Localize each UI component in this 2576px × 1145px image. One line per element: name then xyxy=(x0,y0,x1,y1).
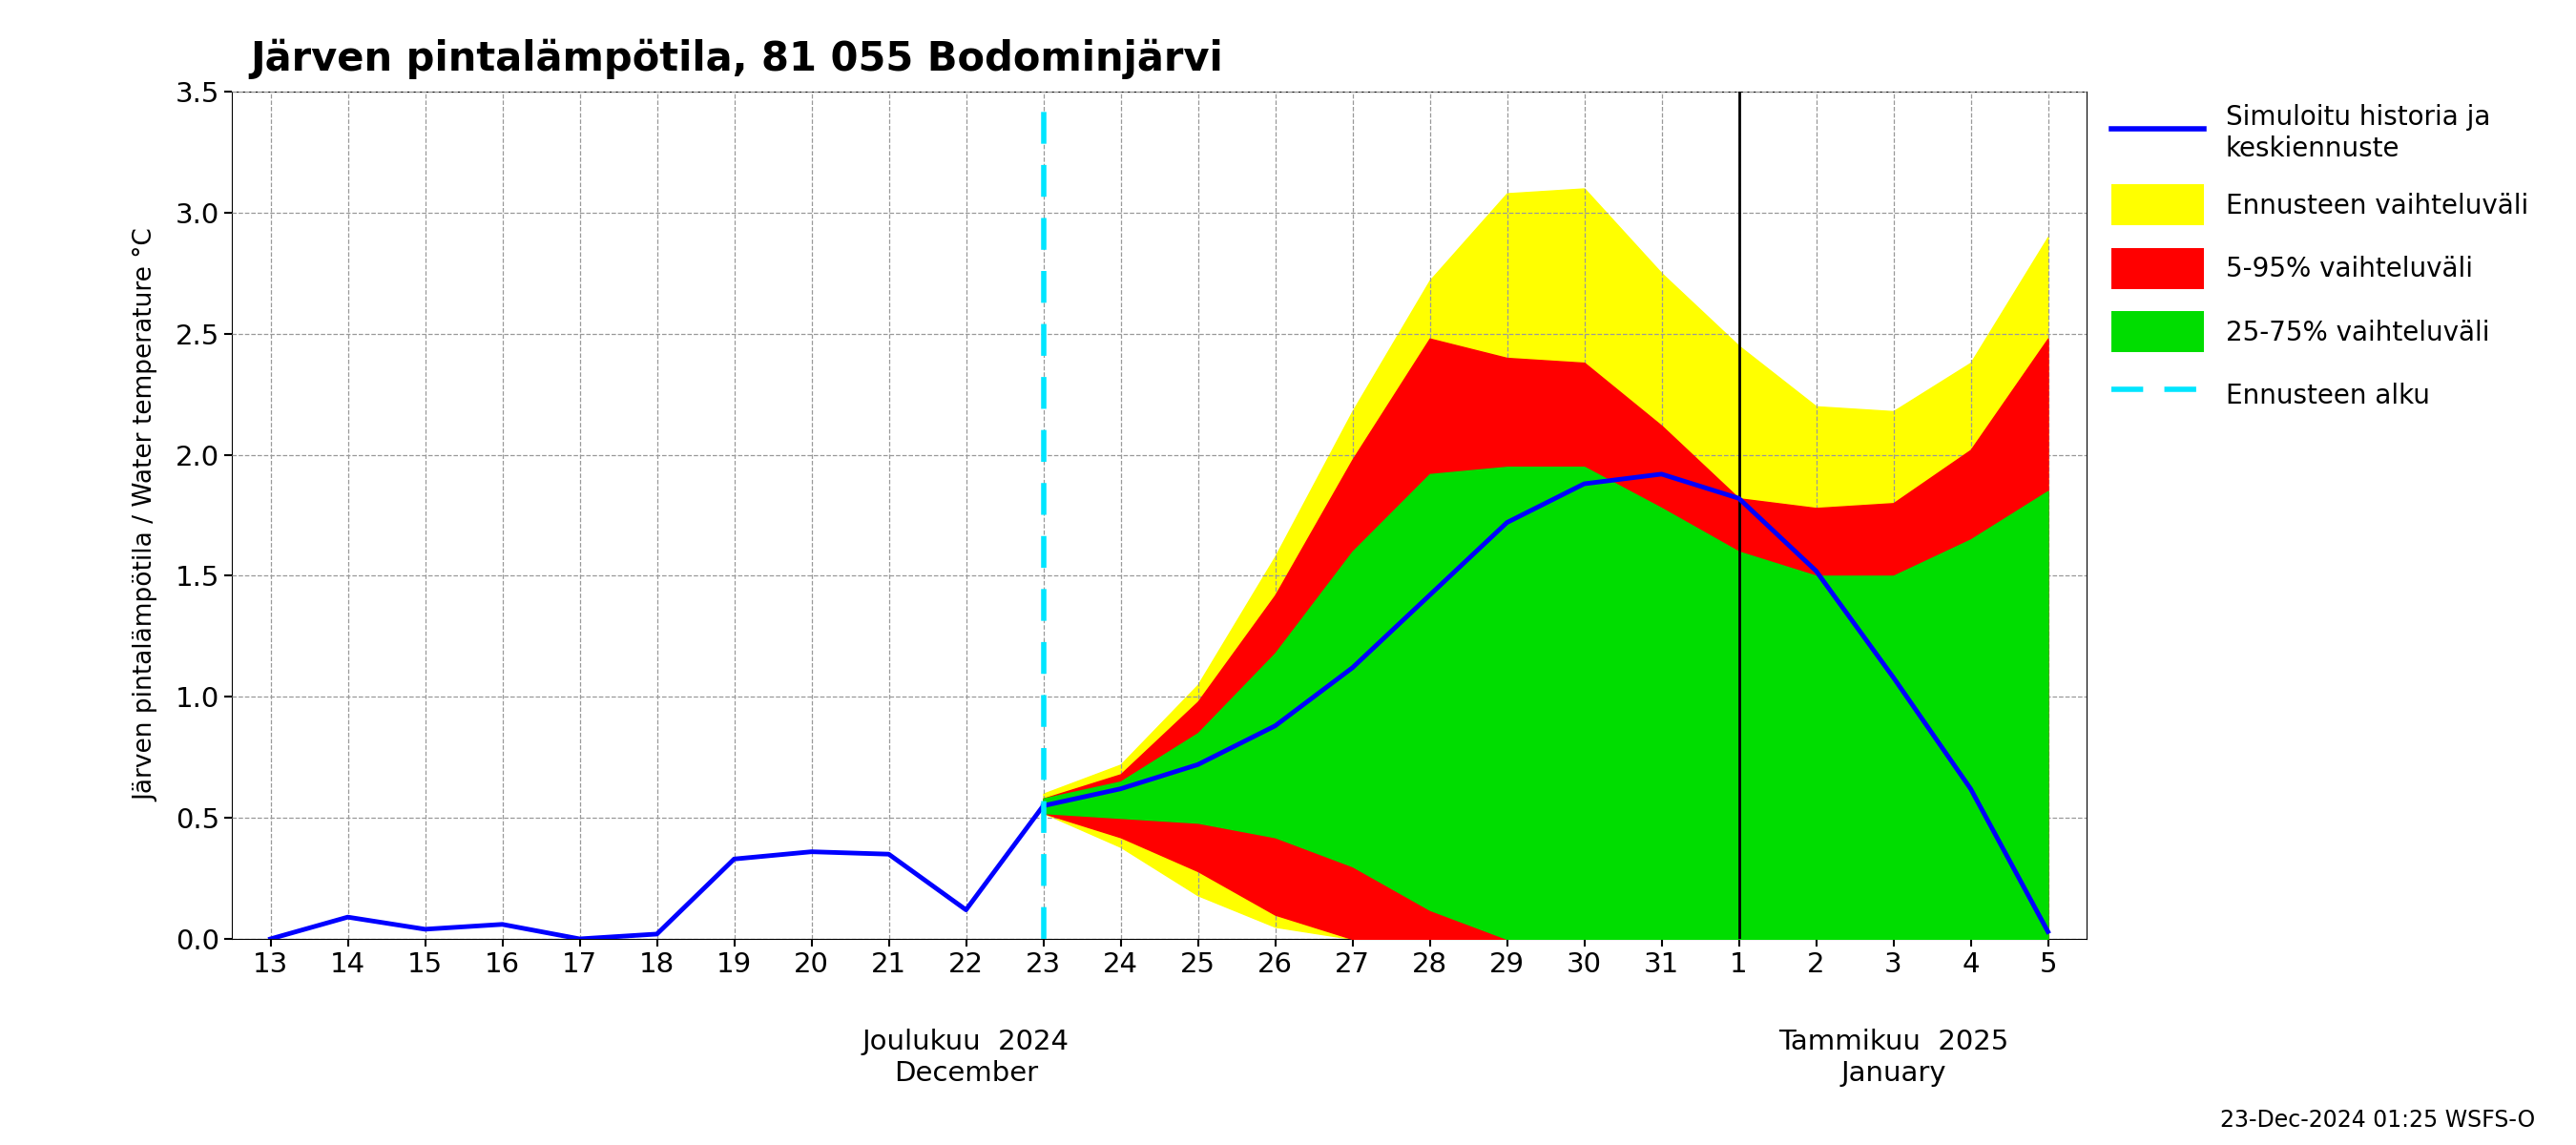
Text: Järven pintalämpötila, 81 055 Bodominjärvi: Järven pintalämpötila, 81 055 Bodominjär… xyxy=(250,39,1224,79)
Text: Tammikuu  2025
January: Tammikuu 2025 January xyxy=(1777,1029,2009,1087)
Y-axis label: Järven pintalämpötila / Water temperature °C: Järven pintalämpötila / Water temperatur… xyxy=(134,229,160,801)
Text: 23-Dec-2024 01:25 WSFS-O: 23-Dec-2024 01:25 WSFS-O xyxy=(2221,1108,2535,1131)
Text: Joulukuu  2024
December: Joulukuu 2024 December xyxy=(863,1029,1069,1087)
Legend: Simuloitu historia ja
keskiennuste, Ennusteen vaihteluväli, 5-95% vaihteluväli, : Simuloitu historia ja keskiennuste, Ennu… xyxy=(2105,96,2535,424)
